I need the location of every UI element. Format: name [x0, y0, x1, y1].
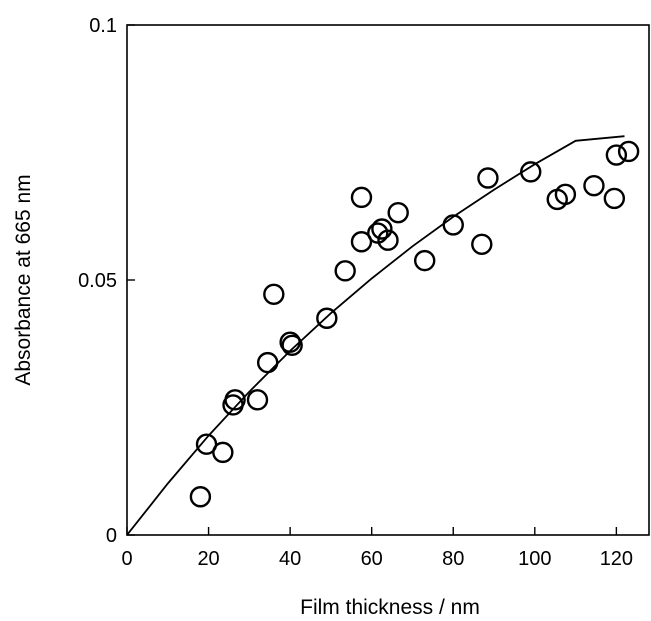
- chart-axes: [126, 24, 650, 536]
- data-point: [520, 161, 542, 183]
- plot-frame: [126, 24, 650, 536]
- data-point: [387, 201, 409, 224]
- data-point: [224, 389, 246, 411]
- data-point: [605, 144, 628, 166]
- x-tick-label: 120: [600, 548, 633, 570]
- data-point: [554, 183, 577, 206]
- y-tick-label: 0: [106, 525, 117, 547]
- data-point: [350, 186, 373, 209]
- data-point: [334, 260, 356, 282]
- x-tick-label: 100: [518, 548, 551, 570]
- data-point: [471, 233, 493, 256]
- x-tick-label: 20: [197, 548, 219, 570]
- data-point: [350, 231, 373, 253]
- data-point: [189, 486, 212, 508]
- y-tick-label: 0.1: [89, 15, 117, 37]
- axis-ticks: [126, 24, 618, 536]
- x-tick-label: 60: [361, 548, 383, 570]
- y-tick-label: 0.05: [78, 270, 117, 292]
- data-point: [212, 441, 234, 464]
- data-point: [316, 307, 338, 329]
- x-axis-title: Film thickness / nm: [300, 596, 480, 619]
- data-point: [603, 187, 626, 210]
- data-point: [256, 351, 279, 374]
- data-point: [279, 331, 301, 353]
- data-point: [477, 167, 499, 189]
- data-points: [189, 140, 640, 508]
- data-point: [246, 389, 269, 411]
- data-point: [414, 249, 436, 272]
- data-point: [377, 229, 399, 251]
- data-point: [442, 214, 464, 236]
- x-tick-label: 0: [121, 548, 132, 570]
- axis-tick-labels: 0 20 40 60 80 100 120 0 0.05 0.1: [78, 15, 633, 570]
- data-point: [263, 283, 285, 305]
- fit-curve-line: [126, 135, 625, 536]
- data-point: [617, 140, 640, 163]
- x-tick-label: 80: [442, 548, 464, 570]
- data-point: [371, 218, 393, 240]
- y-axis-title: Absorbance at 665 nm: [12, 174, 35, 385]
- data-point: [281, 334, 303, 356]
- data-point: [583, 174, 605, 197]
- x-tick-label: 40: [279, 548, 301, 570]
